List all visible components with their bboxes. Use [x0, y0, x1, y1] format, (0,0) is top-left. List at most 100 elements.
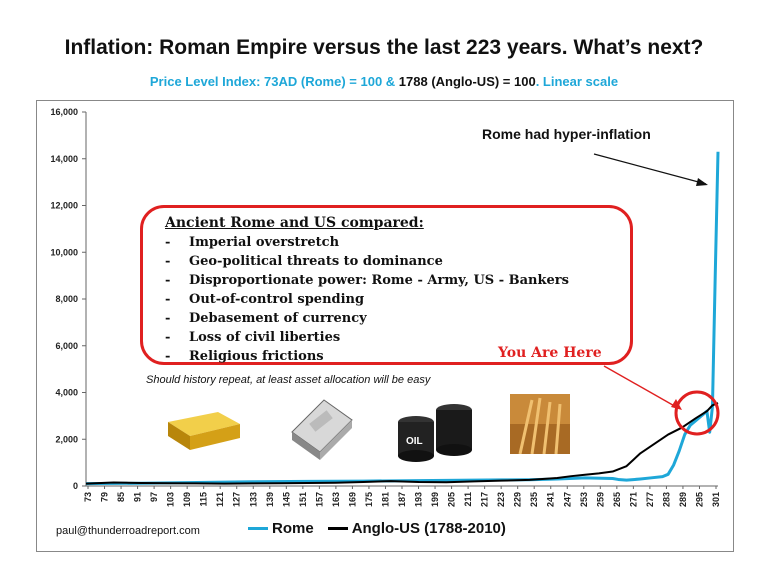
- x-tick-label: 259: [595, 492, 605, 507]
- x-tick-label: 139: [265, 492, 275, 507]
- series-line-anglo: [85, 402, 719, 485]
- comparison-item-text: Disproportionate power: Rome - Army, US …: [189, 273, 569, 288]
- subtitle-part1: Price Level Index: 73AD (Rome) = 100 &: [149, 74, 399, 89]
- x-tick-label: 79: [100, 492, 110, 502]
- x-tick-label: 253: [579, 492, 589, 507]
- legend-swatch-anglo: [327, 527, 348, 530]
- x-tick-label: 283: [661, 492, 671, 507]
- x-tick-label: 181: [380, 492, 390, 507]
- x-tick-label: 103: [166, 492, 176, 507]
- x-tick-label: 217: [480, 492, 490, 507]
- x-tick-label: 223: [496, 492, 506, 507]
- comparison-item: - Debasement of currency: [165, 309, 630, 328]
- comparison-item: - Loss of civil liberties: [165, 328, 630, 347]
- y-tick-label: 8,000: [55, 294, 78, 304]
- item-dash: -: [165, 292, 171, 307]
- series-lines: [85, 151, 720, 486]
- x-tick-label: 175: [364, 492, 374, 507]
- x-tick-label: 97: [149, 492, 159, 502]
- x-tick-label: 289: [678, 492, 688, 507]
- x-tick-label: 295: [694, 492, 704, 507]
- comparison-item-text: Geo-political threats to dominance: [189, 254, 443, 269]
- x-tick-label: 271: [628, 492, 638, 507]
- subtitle-part3: . Linear scale: [535, 74, 619, 89]
- x-tick-label: 229: [513, 492, 523, 507]
- x-axis: 73 79 85 91 97 103 109 115 121 127 133 139 145 151 157…: [83, 485, 721, 507]
- legend-item-rome: Rome: [248, 520, 314, 537]
- history-note: Should history repeat, at least asset al…: [146, 374, 431, 386]
- x-tick-label: 91: [133, 492, 143, 502]
- legend-label-rome: Rome: [272, 520, 314, 537]
- oil-label: OIL: [406, 436, 423, 447]
- wheat-icon: [510, 394, 570, 454]
- chart-title: Inflation: Roman Empire versus the last …: [64, 36, 704, 59]
- x-tick-label: 199: [430, 492, 440, 507]
- item-dash: -: [165, 349, 171, 364]
- x-tick-label: 205: [447, 492, 457, 507]
- y-tick-label: 10,000: [50, 247, 78, 257]
- x-tick-label: 169: [347, 492, 357, 507]
- x-tick-label: 121: [215, 492, 225, 507]
- oil-barrels-icon: OIL: [398, 404, 472, 462]
- x-tick-label: 277: [645, 492, 655, 507]
- subtitle-part2: 1788 (Anglo-US) = 100: [398, 74, 536, 89]
- x-tick-label: 127: [232, 492, 242, 507]
- legend: Rome Anglo-US (1788-2010): [248, 520, 520, 537]
- item-dash: -: [165, 273, 171, 288]
- comparison-box: Ancient Rome and US compared: - Imperial …: [140, 205, 633, 365]
- comparison-item-text: Religious frictions: [189, 349, 324, 364]
- comparison-heading: Ancient Rome and US compared:: [165, 215, 424, 231]
- y-tick-label: 6,000: [55, 341, 78, 351]
- annotation-marks: [593, 153, 720, 436]
- x-tick-label: 211: [463, 492, 473, 507]
- y-tick-label: 16,000: [50, 107, 78, 117]
- you-are-here-label: You Are Here: [498, 345, 602, 361]
- comparison-item: - Disproportionate power: Rome - Army, US…: [165, 271, 630, 290]
- you-are-here-circle: [674, 390, 720, 436]
- x-tick-label: 151: [298, 492, 308, 507]
- y-tick-label: 0: [73, 481, 78, 491]
- x-tick-label: 115: [199, 492, 209, 507]
- x-tick-label: 235: [529, 492, 539, 507]
- chart-frame: [36, 100, 734, 552]
- x-tick-label: 265: [612, 492, 622, 507]
- x-tick-label: 157: [314, 492, 324, 507]
- y-tick-label: 12,000: [50, 201, 78, 211]
- legend-item-anglo: Anglo-US (1788-2010): [327, 520, 506, 537]
- you-are-here-arrow: [603, 365, 679, 409]
- chart-subtitle: Price Level Index: 73AD (Rome) = 100 & 1…: [0, 74, 768, 89]
- x-tick-label: 145: [281, 492, 291, 507]
- email-credit: paul@thunderroadreport.com: [56, 525, 200, 537]
- item-dash: -: [165, 330, 171, 345]
- comparison-item: - Geo-political threats to dominance: [165, 252, 630, 271]
- comparison-item: - Religious frictions: [165, 347, 630, 366]
- x-tick-label: 109: [182, 492, 192, 507]
- comparison-item: - Out-of-control spending: [165, 290, 630, 309]
- hyperinflation-arrow: [593, 153, 707, 185]
- item-dash: -: [165, 235, 171, 250]
- hyperinflation-label: Rome had hyper-inflation: [482, 126, 651, 142]
- silver-bar-icon: [291, 399, 353, 460]
- x-tick-label: 241: [546, 492, 556, 507]
- legend-swatch-rome: [248, 527, 268, 530]
- x-tick-label: 247: [562, 492, 572, 507]
- comparison-item-text: Out-of-control spending: [189, 292, 365, 307]
- comparison-item-text: Loss of civil liberties: [189, 330, 341, 345]
- comparison-item: - Imperial overstretch: [165, 233, 630, 252]
- x-tick-label: 193: [414, 492, 424, 507]
- x-tick-label: 73: [83, 492, 93, 502]
- x-tick-label: 301: [711, 492, 721, 507]
- y-tick-label: 14,000: [50, 154, 78, 164]
- comparison-item-text: Debasement of currency: [189, 311, 367, 326]
- y-axis: 0 2,000 4,000 6,000 8,000 10,000 12,000 14,000 1…: [50, 107, 87, 491]
- comparison-item-text: Imperial overstretch: [189, 235, 340, 250]
- y-tick-label: 4,000: [55, 388, 78, 398]
- item-dash: -: [165, 254, 171, 269]
- gold-bar-icon: [168, 412, 240, 450]
- x-tick-label: 163: [331, 492, 341, 507]
- item-dash: -: [165, 311, 171, 326]
- x-tick-label: 187: [397, 492, 407, 507]
- hyperinflation-arrowhead: [696, 178, 708, 186]
- x-tick-label: 85: [116, 492, 126, 502]
